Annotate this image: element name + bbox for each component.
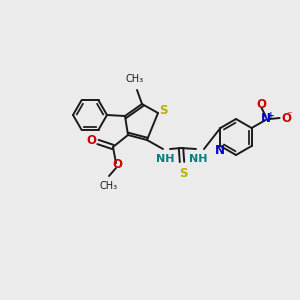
Text: N: N	[261, 112, 271, 125]
Text: O: O	[112, 158, 122, 172]
Text: +: +	[267, 110, 274, 119]
Text: O: O	[86, 134, 96, 148]
Text: NH: NH	[189, 154, 207, 164]
Text: CH₃: CH₃	[100, 181, 118, 191]
Text: O: O	[256, 98, 267, 112]
Text: ⁻: ⁻	[287, 110, 292, 120]
Text: NH: NH	[156, 154, 174, 164]
Text: N: N	[214, 143, 224, 157]
Text: S: S	[159, 103, 167, 116]
Text: CH₃: CH₃	[126, 74, 144, 84]
Text: O: O	[282, 112, 292, 124]
Text: S: S	[179, 167, 187, 180]
